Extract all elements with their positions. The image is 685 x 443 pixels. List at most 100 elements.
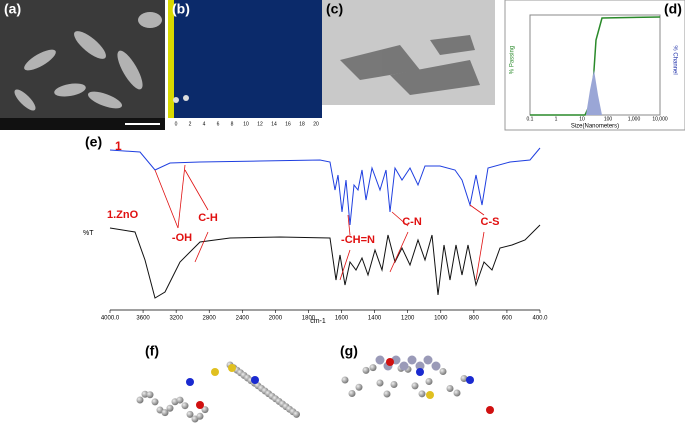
atom [399, 361, 409, 371]
tick-label: 4 [203, 121, 206, 127]
tick-label: 10,000 [652, 116, 668, 122]
tick-label: 20 [313, 121, 319, 127]
y-axis-label: % Passing [510, 46, 516, 74]
molecule-f: (f) [136, 343, 300, 423]
atom [211, 368, 219, 376]
annotation: C-N [402, 216, 422, 228]
tick-label: 3200 [169, 316, 183, 322]
tick-label: 18 [299, 121, 305, 127]
atom [251, 376, 259, 384]
panel-label: (f) [145, 343, 159, 359]
atom [369, 364, 377, 372]
atom [166, 404, 174, 412]
annotation: -OH [172, 232, 192, 244]
atom [439, 368, 447, 376]
panel-label: (g) [340, 343, 358, 359]
tick-label: 10 [579, 116, 585, 122]
tick-label: 2000 [269, 316, 283, 322]
atom [348, 389, 356, 397]
panel-label: (a) [4, 1, 21, 17]
tick-label: 2400 [236, 316, 250, 322]
atom [466, 376, 474, 384]
tick-label: 3600 [136, 316, 150, 322]
series-label: 1.ZnO [107, 209, 139, 221]
atom [407, 355, 417, 365]
tick-label: 4000.0 [101, 316, 120, 322]
tick-label: 1,000 [628, 116, 641, 122]
tick-label: 2800 [203, 316, 217, 322]
atom [376, 379, 384, 387]
tick-label: 16 [285, 121, 291, 127]
y2-axis-label: % Channel [671, 45, 677, 74]
atom [415, 361, 425, 371]
tick-label: 2 [189, 121, 192, 127]
atom [201, 406, 209, 414]
eds-spectrum: (b) 0 2 4 6 8 10 12 14 16 18 20 [168, 0, 322, 130]
atom [383, 390, 391, 398]
ftir-spectrum: (e) 1 1.ZnO %T cm-1 -OH C-H -CH=N C-N C-S 400… [83, 134, 548, 325]
atom [181, 402, 189, 410]
tick-label: 1600 [335, 316, 349, 322]
atom [431, 361, 441, 371]
atom [196, 412, 204, 420]
tick-label: 1 [555, 116, 558, 122]
atom [228, 364, 236, 372]
annotation: C-H [198, 212, 218, 224]
tick-label: 0 [175, 121, 178, 127]
atom [146, 391, 154, 399]
sem-image: (a) [0, 0, 165, 130]
atom [176, 396, 184, 404]
atom [386, 358, 394, 366]
tick-label: 400.0 [532, 316, 548, 322]
tick-label: 1000 [434, 316, 448, 322]
tem-image: (c) [322, 0, 495, 130]
size-chart: % Passing % Channel Size(Nanometers) 0.1… [504, 0, 685, 131]
panel-label: (b) [172, 1, 190, 17]
tick-label: 14 [271, 121, 277, 127]
tick-label: 12 [257, 121, 263, 127]
tick-label: 800 [469, 316, 480, 322]
atom [161, 409, 169, 417]
atom [453, 389, 461, 397]
tick-label: 6 [217, 121, 220, 127]
atom [186, 378, 194, 386]
atom [416, 368, 424, 376]
x-axis-label: Size(Nanometers) [571, 124, 619, 130]
atom [136, 396, 144, 404]
annotation: C-S [481, 216, 500, 228]
atom [362, 366, 370, 374]
atom [151, 398, 159, 406]
x-axis-label: cm-1 [310, 318, 326, 325]
tick-label: 1800 [302, 316, 316, 322]
atom [446, 384, 454, 392]
atom [355, 383, 363, 391]
atom [426, 391, 434, 399]
atom [460, 374, 468, 382]
atom [486, 406, 494, 414]
atom [418, 390, 426, 398]
tick-label: 0.1 [527, 116, 534, 122]
atom [293, 410, 300, 418]
y-axis-label: %T [83, 230, 94, 237]
tick-label: 8 [231, 121, 234, 127]
series-label: 1 [115, 139, 122, 153]
annotation: -CH=N [341, 234, 375, 246]
tick-label: 600 [502, 316, 513, 322]
molecule-g: (g) [340, 343, 494, 414]
atom [423, 355, 433, 365]
atom [425, 378, 433, 386]
panel-label: (e) [85, 134, 102, 150]
panel-label: (c) [326, 1, 343, 17]
atom [411, 382, 419, 390]
panel-label: (d) [664, 1, 682, 17]
tick-label: 1200 [401, 316, 415, 322]
atom [341, 376, 349, 384]
atom [390, 380, 398, 388]
tick-label: 100 [604, 116, 613, 122]
tick-label: 1400 [368, 316, 382, 322]
tick-label: 10 [243, 121, 249, 127]
atom [196, 401, 204, 409]
atom [186, 410, 194, 418]
atom [375, 355, 385, 365]
